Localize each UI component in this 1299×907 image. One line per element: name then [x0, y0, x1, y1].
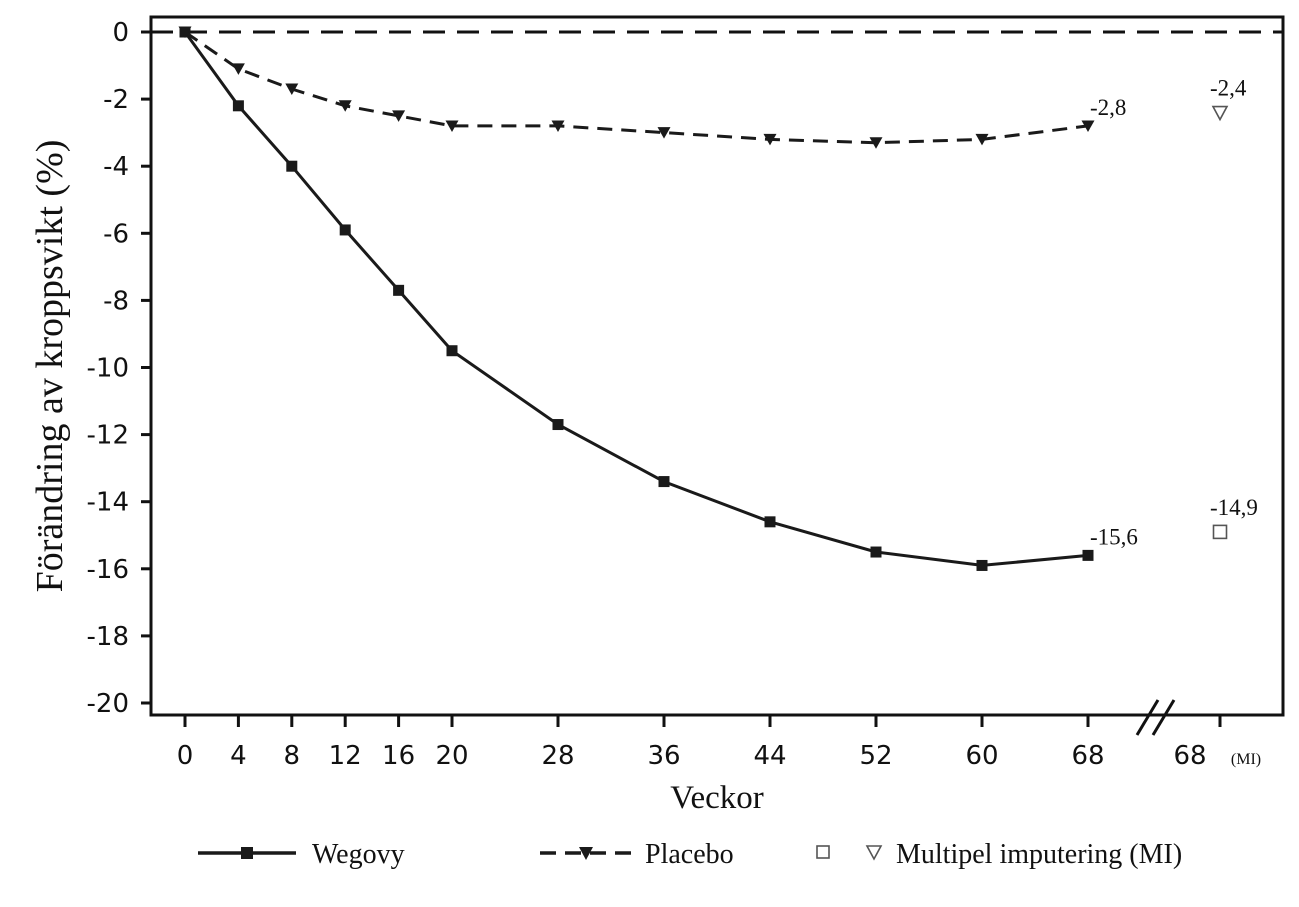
wegovy-series-line — [183, 31, 1089, 567]
y-tick-label: -8 — [103, 286, 129, 316]
legend-wegovy-label: Wegovy — [312, 839, 405, 870]
y-tick-label: -4 — [103, 152, 129, 182]
wegovy-data-point — [446, 345, 458, 357]
wegovy-data-point — [232, 100, 244, 112]
placebo-data-point — [231, 63, 245, 75]
placebo-data-point — [178, 26, 192, 38]
wegovy-data-point — [658, 476, 670, 488]
legend-mi-square-marker — [816, 845, 830, 859]
x-tick-label: 20 — [435, 741, 468, 771]
y-tick-label: -12 — [87, 421, 129, 451]
x-tick-label-mi: 68 — [1173, 741, 1206, 771]
wegovy-data-point — [870, 546, 882, 558]
y-tick-label: -10 — [87, 354, 129, 384]
wegovy-data-point — [1082, 549, 1094, 561]
placebo-data-point — [551, 120, 565, 132]
wegovy-data-point — [764, 516, 776, 528]
placebo-data-point — [869, 137, 883, 149]
x-axis-label: Veckor — [670, 780, 763, 816]
placebo-mi-point — [1211, 105, 1229, 122]
placebo-data-point — [445, 120, 459, 132]
y-tick-label: -14 — [87, 488, 129, 518]
x-tick-label: 52 — [859, 741, 892, 771]
x-tick-label: 12 — [329, 741, 362, 771]
axis-break-mark — [1151, 699, 1176, 736]
legend-wegovy-marker — [241, 847, 253, 859]
y-tick-label: -20 — [87, 689, 129, 719]
placebo-mi-value-label: -2,4 — [1210, 76, 1247, 101]
x-tick-label: 68 — [1071, 741, 1104, 771]
x-tick-label: 36 — [647, 741, 680, 771]
wegovy-data-point — [976, 559, 988, 571]
x-tick-label: 4 — [230, 741, 247, 771]
legend-mi-triangle-marker — [865, 845, 883, 861]
mi-tick-suffix: (MI) — [1231, 751, 1261, 768]
y-tick-label: -16 — [87, 555, 129, 585]
placebo-data-point — [975, 133, 989, 146]
y-axis-label: Förändring av kroppsvikt (%) — [29, 140, 71, 593]
y-tick-label: -2 — [103, 85, 129, 115]
legend-placebo-marker — [579, 847, 593, 860]
placebo-data-point — [392, 110, 406, 122]
placebo-end-value-label: -2,8 — [1090, 95, 1126, 120]
legend: Wegovy Placebo Multipel imputering (MI) — [198, 839, 1182, 870]
x-tick-label: 8 — [284, 741, 301, 771]
legend-mi-label: Multipel imputering (MI) — [896, 839, 1182, 870]
placebo-data-point — [338, 100, 352, 112]
placebo-series-line — [184, 30, 1089, 145]
placebo-data-point — [763, 133, 777, 146]
placebo-data-point — [657, 127, 671, 139]
wegovy-data-point — [339, 224, 351, 236]
y-tick-label: -18 — [87, 622, 129, 652]
plot-frame — [149, 15, 1285, 717]
x-tick-label: 0 — [177, 741, 194, 771]
legend-placebo-label: Placebo — [645, 839, 734, 870]
placebo-data-point — [1081, 120, 1095, 132]
placebo-data-point — [285, 83, 299, 96]
x-tick-label: 16 — [382, 741, 415, 771]
wegovy-data-point — [393, 284, 405, 296]
wegovy-data-point — [552, 419, 564, 431]
x-tick-label: 60 — [965, 741, 998, 771]
y-tick-label: 0 — [112, 18, 129, 48]
x-tick-label: 28 — [541, 741, 574, 771]
wegovy-end-value-label: -15,6 — [1090, 524, 1138, 549]
x-tick-label: 44 — [753, 741, 786, 771]
y-tick-label: -6 — [103, 219, 129, 249]
wegovy-mi-point — [1212, 524, 1228, 540]
wegovy-data-point — [286, 160, 298, 172]
axis-break-mark — [1135, 699, 1160, 736]
wegovy-mi-value-label: -14,9 — [1210, 495, 1258, 520]
